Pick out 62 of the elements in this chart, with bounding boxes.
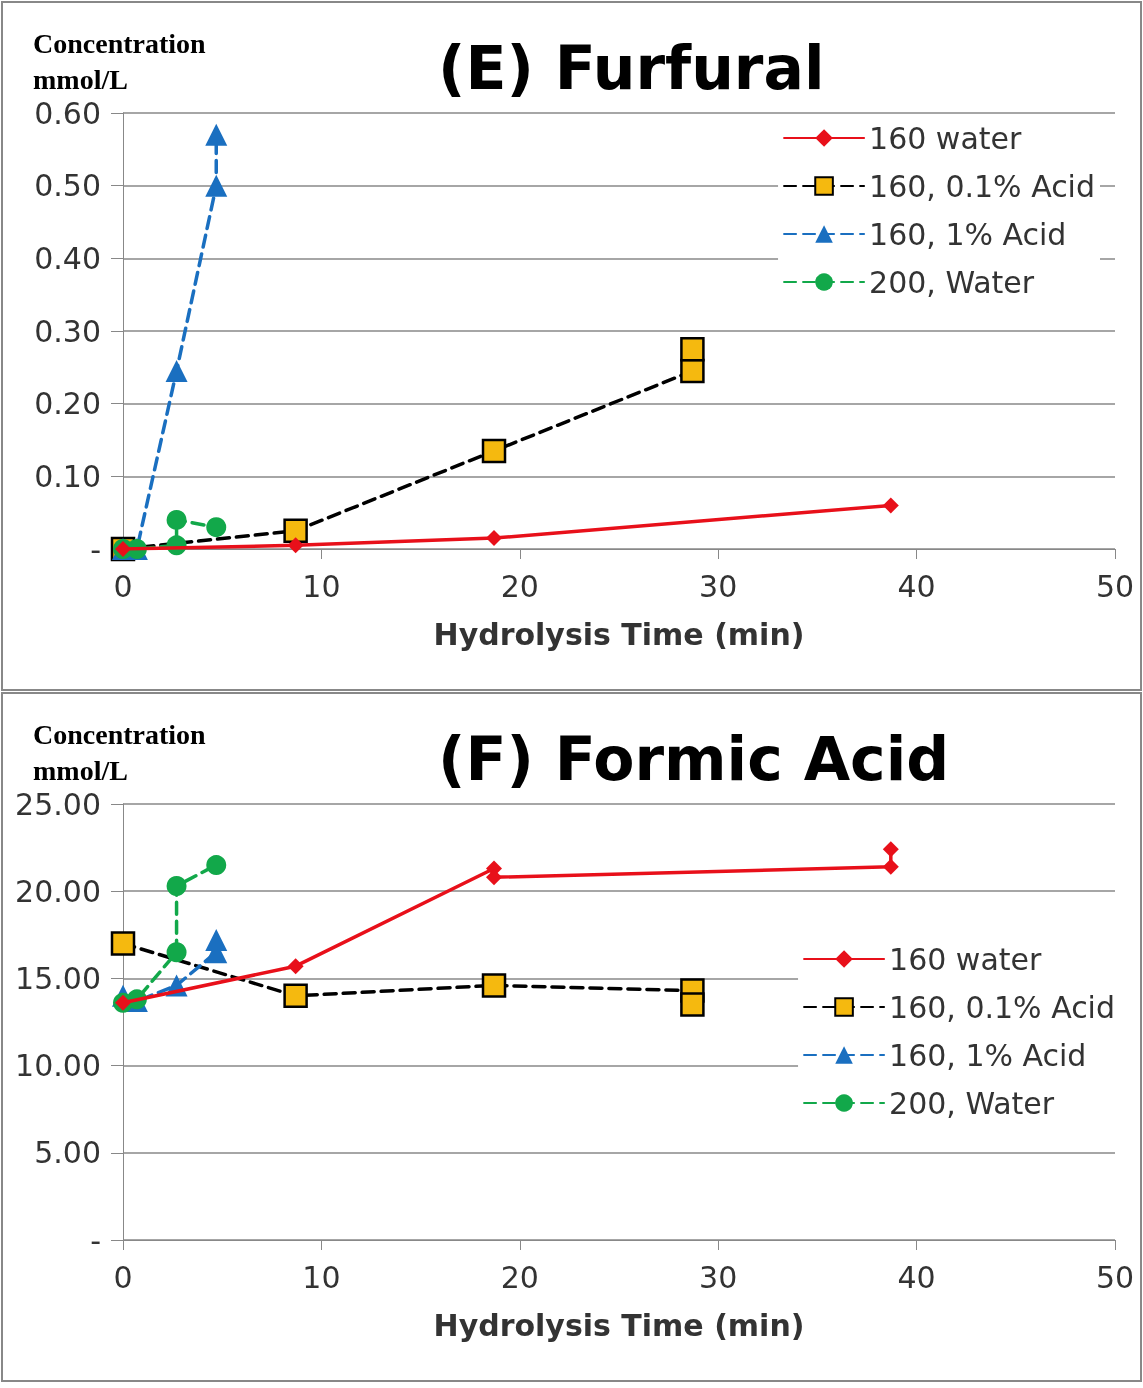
- x-tick-label: 0: [113, 1259, 133, 1295]
- x-tick-label: 40: [897, 568, 936, 604]
- legend-label: 160, 1% Acid: [869, 216, 1067, 252]
- x-axis-title: Hydrolysis Time (min): [433, 1307, 805, 1343]
- point: [481, 973, 507, 998]
- y-axis-title: Concentration mmol/L: [33, 27, 213, 95]
- point: [287, 537, 304, 554]
- x-tick-label: 50: [1095, 568, 1135, 604]
- y-tick-label: -: [90, 531, 101, 567]
- point: [206, 517, 227, 538]
- y-tick-label: 0.40: [34, 240, 101, 276]
- legend-label: 200, Water: [869, 264, 1035, 300]
- point: [287, 958, 304, 975]
- point: [206, 855, 227, 876]
- legend-label: 160, 1% Acid: [889, 1037, 1087, 1073]
- x-tick-label: 20: [500, 1259, 539, 1295]
- x-tick-label: 10: [302, 1259, 341, 1295]
- legend-label: 160 water: [889, 941, 1042, 977]
- x-tick-label: 30: [699, 1259, 738, 1295]
- y-tick-label: -: [90, 1222, 101, 1258]
- point: [283, 983, 308, 1009]
- chart-title: (F) Formic Acid: [438, 724, 950, 794]
- point: [165, 359, 188, 382]
- legend-label: 160, 0.1% Acid: [889, 989, 1115, 1025]
- chart-title: (E) Furfural: [438, 33, 825, 103]
- x-tick-label: 50: [1095, 1259, 1135, 1295]
- legend-label: 160 water: [869, 120, 1022, 156]
- y-tick-label: 0.10: [34, 458, 101, 494]
- y-tick-label: 0.60: [34, 95, 101, 131]
- point: [882, 858, 899, 875]
- y-axis-title: Concentration mmol/L: [33, 718, 213, 786]
- x-tick-label: 30: [699, 568, 738, 604]
- y-tick-label: 25.00: [15, 786, 101, 822]
- y-tick-label: 20.00: [15, 873, 101, 909]
- x-axis-title: Hydrolysis Time (min): [433, 616, 805, 652]
- x-tick-label: 0: [113, 568, 133, 604]
- legend-label: 200, Water: [889, 1085, 1055, 1121]
- legend-label: 160, 0.1% Acid: [869, 168, 1095, 204]
- y-tick-label: 10.00: [15, 1048, 101, 1084]
- point: [205, 123, 228, 146]
- point: [882, 841, 899, 858]
- point: [166, 509, 187, 530]
- point: [166, 942, 187, 963]
- y-tick-label: 0.30: [34, 313, 101, 349]
- point: [166, 875, 187, 896]
- point: [486, 530, 503, 547]
- point: [205, 929, 228, 952]
- point: [481, 438, 507, 464]
- point: [680, 992, 705, 1017]
- point: [205, 174, 228, 197]
- y-tick-label: 0.20: [34, 386, 101, 422]
- point: [680, 336, 705, 362]
- x-tick-label: 20: [500, 568, 539, 604]
- point: [110, 931, 136, 956]
- x-tick-label: 10: [302, 568, 341, 604]
- point: [680, 358, 705, 384]
- x-tick-label: 40: [897, 1259, 936, 1295]
- point: [882, 497, 899, 514]
- y-tick-label: 5.00: [34, 1135, 101, 1171]
- y-tick-label: 15.00: [15, 960, 101, 996]
- y-tick-label: 0.50: [34, 168, 101, 204]
- point: [283, 518, 308, 544]
